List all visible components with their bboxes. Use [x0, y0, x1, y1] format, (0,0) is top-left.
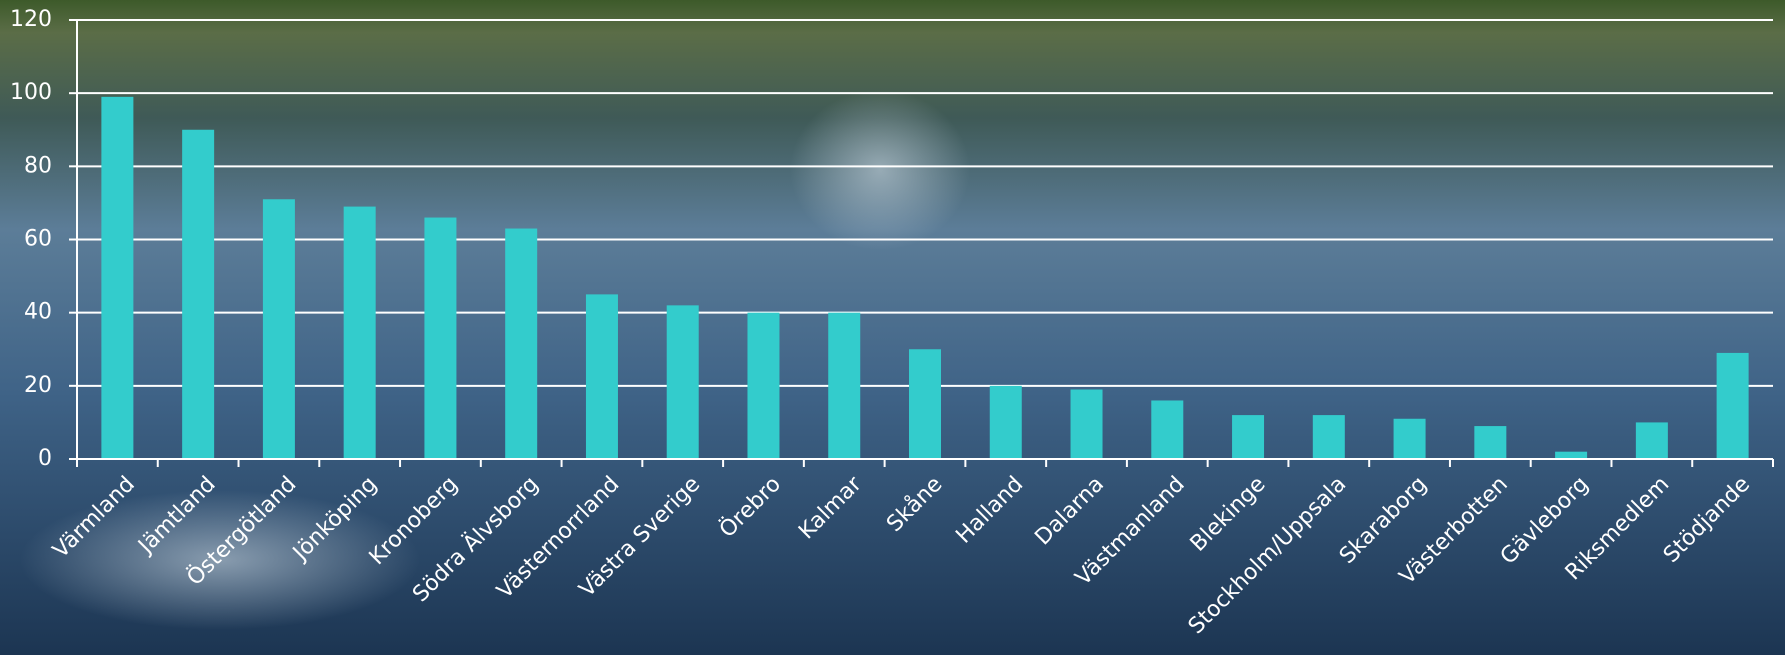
- bar: [182, 129, 215, 459]
- bar: [1716, 352, 1749, 459]
- y-tick-label: 0: [38, 446, 52, 471]
- y-tick-label: 120: [10, 7, 52, 32]
- y-tick-label: 60: [24, 227, 52, 252]
- bar: [1474, 426, 1507, 459]
- bar: [1393, 418, 1426, 459]
- y-tick-label: 80: [24, 153, 52, 178]
- bar: [343, 206, 376, 459]
- bar: [828, 312, 861, 459]
- bar: [1070, 389, 1103, 459]
- y-tick-label: 40: [24, 300, 52, 325]
- bar: [101, 96, 134, 459]
- bar: [666, 305, 699, 459]
- bar: [585, 294, 618, 459]
- background-glare: [790, 90, 970, 250]
- bar: [989, 385, 1022, 459]
- bar: [1151, 400, 1184, 459]
- bar: [262, 199, 295, 459]
- y-tick-label: 100: [10, 80, 52, 105]
- bar: [909, 349, 941, 459]
- y-tick-label: 20: [24, 373, 52, 398]
- background-glare: [20, 490, 420, 630]
- bar: [1232, 415, 1265, 459]
- bar: [424, 217, 457, 459]
- bar: [1555, 451, 1588, 459]
- bar: [1635, 422, 1668, 459]
- bar: [1312, 415, 1345, 459]
- bar: [505, 228, 538, 459]
- bar: [747, 312, 780, 459]
